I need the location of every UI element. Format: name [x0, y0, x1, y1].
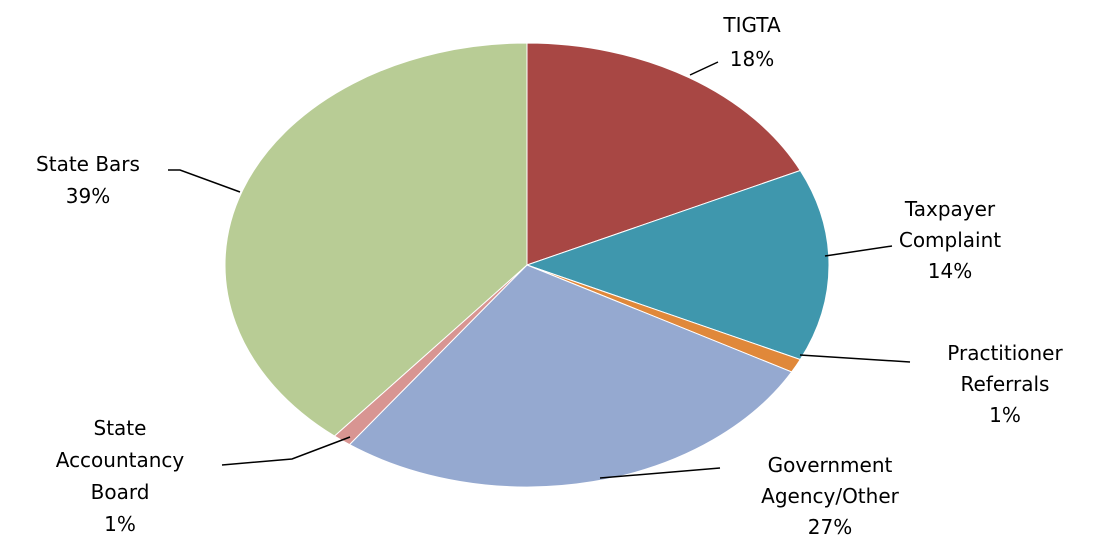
value-label: 27% — [807, 515, 853, 539]
leader-line — [599, 467, 721, 479]
slices — [224, 42, 830, 488]
leader-line — [824, 245, 893, 257]
data-label: Government Agency/Other 27% — [748, 450, 913, 543]
value-label: 14% — [927, 259, 973, 283]
category-label: State Accountancy Board — [55, 416, 185, 504]
pie-slice — [348, 264, 793, 488]
value-label: 18% — [729, 47, 775, 71]
category-label: State Bars — [36, 152, 140, 176]
value-label: 1% — [989, 403, 1021, 427]
leader-line — [799, 354, 911, 363]
category-label: Practitioner Referrals — [947, 341, 1063, 396]
pie-slice — [526, 42, 802, 266]
category-label: Taxpayer Complaint — [898, 197, 1002, 252]
data-label: TIGTA 18% — [692, 8, 812, 76]
leader-line — [689, 61, 719, 76]
data-label: State Bars 39% — [13, 148, 163, 212]
category-label: Government Agency/Other — [761, 453, 899, 508]
data-label: Practitioner Referrals 1% — [925, 338, 1085, 431]
leader-line — [221, 436, 351, 466]
data-label: Taxpayer Complaint 14% — [888, 194, 1013, 287]
value-label: 39% — [65, 184, 111, 208]
data-label: State Accountancy Board 1% — [45, 412, 195, 540]
category-label: TIGTA — [723, 13, 781, 37]
pie-slice — [525, 169, 830, 361]
leader-line — [168, 169, 241, 193]
value-label: 1% — [104, 512, 136, 536]
pie-slice — [224, 42, 528, 437]
